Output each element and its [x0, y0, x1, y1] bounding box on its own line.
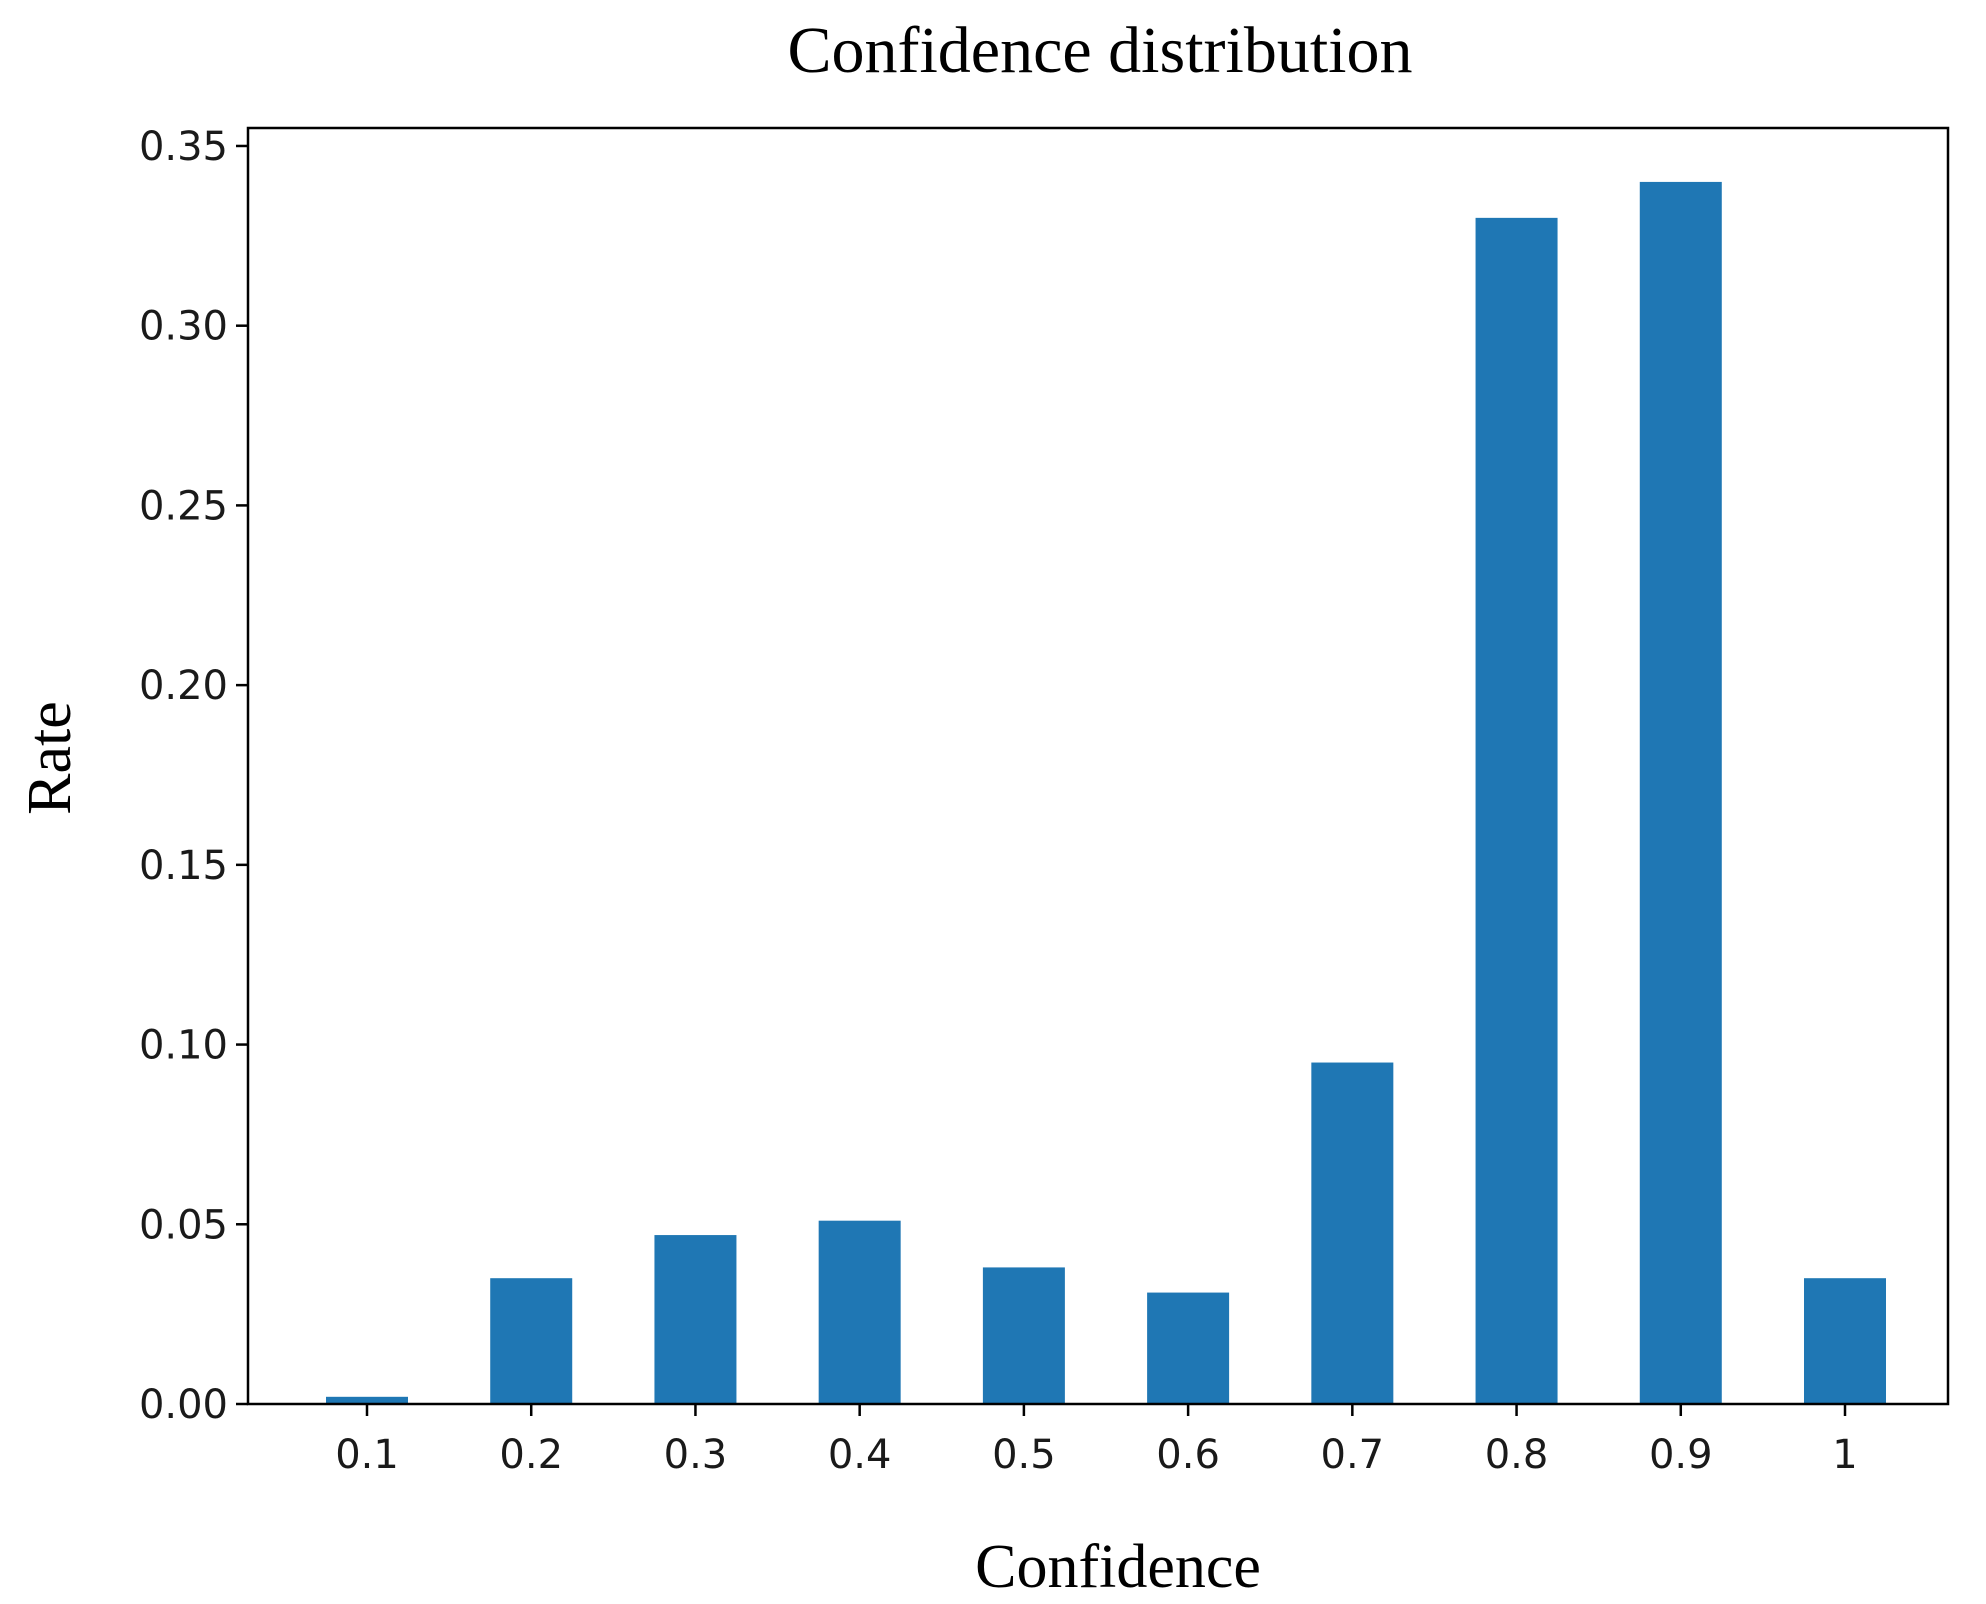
bar-0.3 — [654, 1235, 737, 1404]
bar-0.1 — [326, 1396, 408, 1404]
bar-0.6 — [1147, 1292, 1230, 1404]
y-axis-label: Rate — [16, 701, 84, 815]
chart-title: Confidence distribution — [787, 14, 1412, 87]
bar-0.5 — [982, 1267, 1065, 1404]
x-tick-label: 0.2 — [499, 1432, 563, 1478]
y-tick-label: 0.00 — [139, 1382, 228, 1428]
y-tick-label: 0.25 — [139, 483, 228, 529]
x-tick-label: 0.5 — [992, 1432, 1056, 1478]
y-tick-label: 0.10 — [139, 1023, 228, 1069]
y-tick-label: 0.20 — [139, 663, 228, 709]
y-tick-label: 0.05 — [139, 1202, 228, 1248]
bar-0.7 — [1311, 1062, 1394, 1404]
bar-0.4 — [818, 1220, 901, 1404]
y-tick-label: 0.30 — [139, 304, 228, 350]
x-tick-label: 0.9 — [1649, 1432, 1713, 1478]
x-axis-label: Confidence — [975, 1533, 1261, 1601]
x-tick-label: 1 — [1832, 1432, 1857, 1478]
y-tick-label: 0.35 — [139, 124, 228, 170]
y-tick-label: 0.15 — [139, 843, 228, 889]
x-tick-label: 0.6 — [1156, 1432, 1220, 1478]
bar-0.2 — [490, 1278, 573, 1404]
x-tick-label: 0.3 — [664, 1432, 728, 1478]
x-tick-label: 0.1 — [335, 1432, 399, 1478]
bar-0.9 — [1639, 181, 1722, 1404]
plot-frame — [246, 126, 1950, 1406]
x-tick-label: 0.8 — [1485, 1432, 1549, 1478]
bar-0.8 — [1475, 217, 1558, 1405]
plot-area — [326, 181, 1886, 1405]
y-axis-ticks: 0.00 0.05 0.10 0.15 0.20 0.25 0.30 0.35 — [139, 124, 248, 1428]
x-tick-label: 0.7 — [1321, 1432, 1385, 1478]
bar-1 — [1804, 1278, 1886, 1404]
x-tick-label: 0.4 — [828, 1432, 892, 1478]
x-axis-ticks: 0.1 0.2 0.3 0.4 0.5 0.6 0.7 0.8 0.9 1 — [335, 1404, 1858, 1478]
